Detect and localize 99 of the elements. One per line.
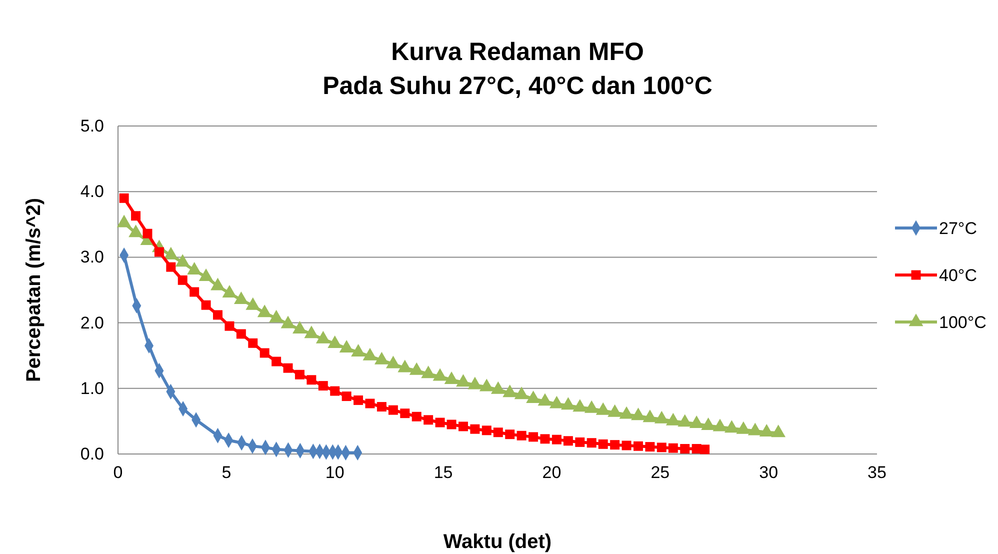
x-tick-label: 25 — [650, 463, 670, 482]
point — [421, 366, 436, 378]
x-axis-title: Waktu (det) — [443, 531, 552, 553]
y-tick-label: 5.0 — [80, 116, 104, 136]
point — [376, 402, 386, 412]
point — [552, 434, 562, 444]
point — [280, 316, 296, 328]
point — [342, 392, 352, 402]
point — [222, 284, 237, 298]
point — [490, 381, 506, 394]
point — [328, 335, 342, 348]
point — [175, 254, 190, 267]
point — [388, 405, 398, 415]
point — [210, 278, 225, 290]
x-tick-label: 20 — [542, 463, 562, 482]
point — [412, 412, 422, 422]
point — [260, 348, 270, 358]
point — [575, 437, 585, 447]
point — [272, 356, 282, 366]
x-tick-label: 5 — [222, 463, 232, 482]
point — [668, 443, 678, 453]
point — [700, 444, 710, 454]
point — [572, 399, 588, 412]
point — [502, 384, 518, 398]
point — [642, 410, 658, 422]
point — [409, 362, 424, 375]
point — [400, 408, 410, 418]
y-tick-label: 3.0 — [80, 248, 104, 267]
point — [610, 440, 620, 450]
point — [398, 360, 412, 372]
point — [257, 304, 272, 318]
point — [563, 436, 573, 446]
point — [292, 321, 307, 334]
point — [354, 395, 364, 405]
point — [444, 372, 459, 384]
y-axis-title: Percepatan (m/s^2) — [23, 198, 45, 382]
point — [468, 376, 482, 390]
chart-title: Kurva Redaman MFO Pada Suhu 27°C, 40°C dan 100°C — [322, 38, 712, 100]
point — [294, 370, 304, 380]
y-tick-label: 1.0 — [80, 378, 104, 398]
point — [234, 292, 248, 304]
point — [432, 368, 448, 381]
point — [549, 396, 564, 408]
point — [198, 268, 214, 282]
point — [656, 442, 666, 452]
point — [304, 326, 319, 338]
point — [505, 430, 515, 440]
point — [248, 338, 258, 348]
x-tick-label: 30 — [759, 463, 778, 482]
x-tick-label: 35 — [868, 463, 886, 482]
x-tick-label: 10 — [325, 463, 344, 482]
point — [631, 408, 646, 420]
point — [516, 430, 526, 440]
point — [493, 428, 503, 438]
point — [374, 352, 389, 364]
point — [116, 214, 132, 228]
point — [622, 440, 632, 450]
point — [269, 310, 284, 322]
point — [633, 441, 643, 451]
point — [680, 444, 690, 454]
point — [316, 330, 330, 344]
point — [424, 415, 434, 425]
point — [164, 246, 178, 260]
y-tick-label: 4.0 — [80, 182, 104, 202]
point — [482, 426, 492, 436]
point — [283, 363, 293, 373]
legend-label: 27°C — [939, 219, 977, 238]
legend-label: 100°C — [939, 313, 986, 332]
point — [479, 378, 494, 392]
point — [365, 398, 375, 408]
point — [598, 439, 608, 449]
point — [187, 262, 202, 274]
point — [456, 374, 470, 387]
point — [339, 340, 354, 353]
point — [540, 434, 550, 444]
point — [386, 356, 400, 368]
y-tick-label: 2.0 — [80, 313, 104, 332]
x-tick-label: 15 — [434, 463, 453, 482]
point — [458, 422, 468, 432]
point — [528, 432, 538, 442]
point — [318, 381, 328, 391]
point — [330, 386, 340, 396]
point — [514, 386, 529, 400]
point — [246, 297, 260, 310]
point — [362, 348, 378, 360]
point — [645, 442, 655, 452]
point — [560, 397, 576, 410]
point — [128, 224, 143, 238]
point — [538, 393, 552, 406]
point — [586, 438, 596, 448]
point — [446, 420, 456, 430]
point — [526, 390, 540, 404]
point — [435, 418, 445, 428]
point — [351, 344, 366, 356]
point — [306, 375, 316, 385]
y-tick-label: 0.0 — [80, 444, 104, 464]
point — [470, 424, 480, 434]
legend-label: 40°C — [939, 266, 977, 285]
x-tick-label: 0 — [113, 463, 123, 482]
